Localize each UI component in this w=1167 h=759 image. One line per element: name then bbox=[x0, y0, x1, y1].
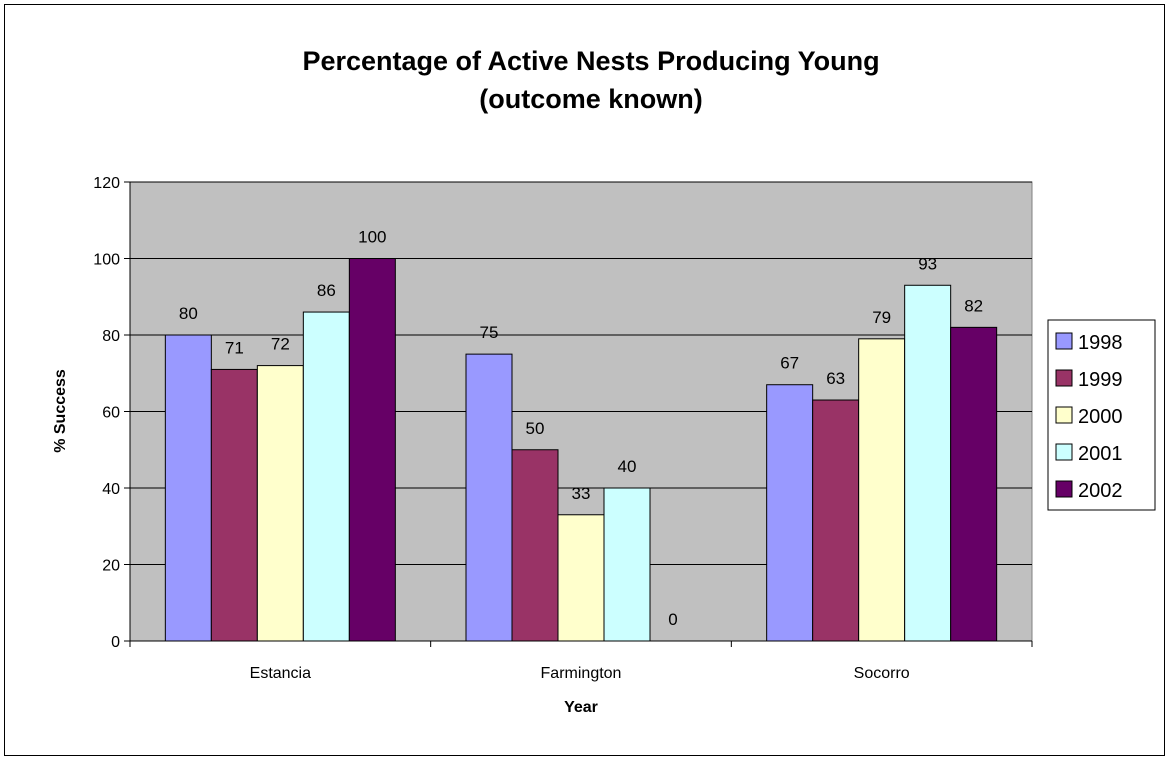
data-label: 33 bbox=[572, 484, 591, 503]
y-tick-label: 40 bbox=[102, 481, 120, 498]
x-tick-label: Socorro bbox=[854, 665, 910, 682]
y-tick-label: 80 bbox=[102, 328, 120, 345]
data-label: 0 bbox=[668, 610, 677, 629]
legend: 1998 1999 2000 2001 2002 bbox=[1047, 319, 1156, 511]
legend-swatch bbox=[1055, 369, 1073, 387]
bar bbox=[858, 338, 906, 642]
bar bbox=[603, 487, 651, 642]
data-label: 72 bbox=[271, 335, 290, 354]
y-axis-ticks: 0 20 40 60 80 100 120 bbox=[93, 175, 130, 651]
data-label: 63 bbox=[826, 369, 845, 388]
chart-title: Percentage of Active Nests Producing You… bbox=[302, 46, 879, 76]
legend-swatch bbox=[1055, 480, 1073, 498]
legend-label: 2001 bbox=[1078, 443, 1123, 465]
x-tick-label: Estancia bbox=[250, 665, 311, 682]
data-label: 67 bbox=[780, 354, 799, 373]
data-label: 79 bbox=[872, 308, 891, 327]
bar bbox=[557, 514, 605, 642]
bar bbox=[812, 399, 860, 642]
data-label: 93 bbox=[918, 254, 937, 273]
data-label: 86 bbox=[317, 281, 336, 300]
legend-swatch bbox=[1055, 443, 1073, 461]
bar bbox=[256, 365, 304, 642]
bar bbox=[511, 449, 559, 642]
legend-label: 2002 bbox=[1078, 480, 1123, 502]
y-tick-label: 100 bbox=[93, 252, 120, 269]
data-label: 100 bbox=[358, 228, 386, 247]
y-tick-label: 0 bbox=[111, 634, 120, 651]
bar bbox=[348, 258, 396, 642]
y-tick-label: 60 bbox=[102, 405, 120, 422]
data-label: 50 bbox=[526, 419, 545, 438]
data-label: 82 bbox=[964, 296, 983, 315]
bar bbox=[210, 368, 258, 642]
y-tick-label: 20 bbox=[102, 558, 120, 575]
data-labels: 80 71 72 86 100 75 50 33 40 0 67 63 79 93 82 bbox=[179, 228, 983, 630]
legend-swatch bbox=[1055, 406, 1073, 424]
data-label: 80 bbox=[179, 304, 198, 323]
legend-label: 1999 bbox=[1078, 369, 1123, 391]
x-tick-label: Farmington bbox=[541, 665, 622, 682]
legend-label: 1998 bbox=[1078, 332, 1123, 354]
bar bbox=[465, 353, 513, 642]
bar bbox=[950, 326, 998, 642]
x-axis-ticks: Estancia Farmington Socorro bbox=[129, 641, 1033, 682]
bar bbox=[904, 284, 952, 642]
bar bbox=[164, 334, 212, 642]
bar bbox=[302, 311, 350, 642]
data-label: 75 bbox=[480, 323, 499, 342]
y-axis-title: % Success bbox=[52, 369, 69, 453]
bar bbox=[766, 384, 814, 642]
legend-label: 2000 bbox=[1078, 406, 1123, 428]
data-label: 71 bbox=[225, 338, 244, 357]
data-label: 40 bbox=[618, 457, 637, 476]
x-axis-title: Year bbox=[564, 699, 598, 716]
bars bbox=[164, 258, 998, 642]
legend-swatch bbox=[1055, 332, 1073, 350]
chart-subtitle: (outcome known) bbox=[479, 84, 703, 114]
y-tick-label: 120 bbox=[93, 175, 120, 192]
